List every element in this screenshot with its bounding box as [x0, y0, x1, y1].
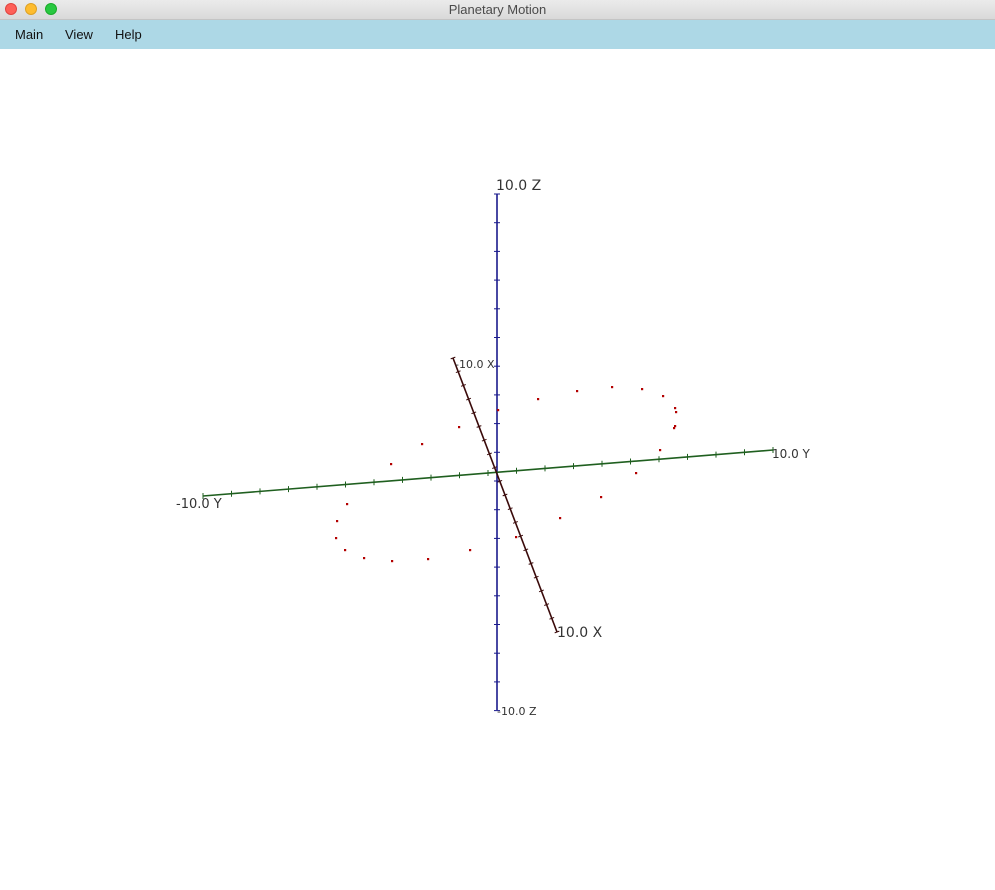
- orbit-point: [421, 443, 424, 446]
- z-pos-label: 10.0 Z: [496, 178, 541, 194]
- x-axis-tick: [486, 452, 492, 456]
- orbit-point: [675, 411, 678, 414]
- y-neg-label: -10.0 Y: [176, 497, 222, 512]
- x-axis-tick: [512, 521, 518, 524]
- orbit-point: [336, 520, 339, 523]
- menu-bar: Main View Help: [0, 20, 995, 49]
- z-neg-label: -10.0 Z: [497, 705, 537, 718]
- orbit-point: [559, 517, 562, 520]
- orbit-trail: [335, 386, 678, 563]
- close-window-button[interactable]: [5, 3, 17, 15]
- orbit-point: [600, 496, 603, 499]
- 3d-scene-canvas[interactable]: 10.0 Z -10.0 Z 10.0 Y -10.0 Y 10.0 X -10…: [0, 49, 995, 885]
- x-axis-tick: [502, 493, 508, 497]
- x-axis-tick: [492, 466, 498, 469]
- orbit-point: [662, 395, 665, 398]
- menu-help[interactable]: Help: [115, 27, 142, 42]
- x-axis-ticks: [450, 356, 560, 634]
- orbit-point: [674, 425, 677, 428]
- x-pos-label: 10.0 X: [557, 625, 603, 641]
- maximize-window-button[interactable]: [45, 3, 57, 15]
- orbit-point: [659, 449, 662, 452]
- orbit-point: [391, 560, 394, 563]
- orbit-point: [335, 537, 338, 540]
- y-pos-label: 10.0 Y: [772, 447, 811, 461]
- y-axis-ticks: [202, 447, 774, 499]
- orbit-point: [673, 427, 676, 430]
- orbit-point: [576, 390, 579, 393]
- window-titlebar: Planetary Motion: [0, 0, 995, 20]
- x-axis-tick: [533, 575, 539, 579]
- x-axis-tick: [523, 548, 529, 552]
- orbit-point: [458, 426, 461, 429]
- orbit-point: [363, 557, 366, 560]
- orbit-point: [641, 388, 644, 391]
- menu-view[interactable]: View: [65, 27, 93, 42]
- minimize-window-button[interactable]: [25, 3, 37, 15]
- orbit-point: [515, 536, 518, 539]
- x-axis-tick: [476, 425, 482, 428]
- orbit-point: [469, 549, 472, 552]
- x-axis-tick: [450, 356, 456, 360]
- orbit-point: [390, 463, 393, 466]
- x-axis-tick: [507, 507, 513, 511]
- x-neg-label: -10.0 X: [455, 358, 495, 371]
- x-axis-tick: [528, 562, 534, 565]
- orbit-point: [346, 503, 349, 506]
- x-axis-tick: [471, 411, 477, 415]
- x-axis-tick: [554, 630, 560, 634]
- z-axis-ticks: [494, 193, 500, 712]
- x-axis-tick: [544, 603, 550, 606]
- orbit-point: [635, 472, 638, 475]
- x-axis-tick: [518, 534, 524, 538]
- orbit-point: [427, 558, 430, 561]
- x-axis-tick: [481, 438, 487, 442]
- orbit-point: [537, 398, 540, 401]
- orbit-point: [344, 549, 347, 552]
- x-axis-tick: [549, 616, 555, 620]
- orbit-point: [611, 386, 614, 389]
- x-axis-tick: [466, 397, 472, 401]
- window-title: Planetary Motion: [448, 2, 547, 17]
- orbit-point: [674, 407, 677, 410]
- x-axis-tick: [538, 589, 544, 593]
- x-axis-tick: [460, 384, 466, 387]
- orbit-point: [497, 409, 500, 412]
- x-axis-tick: [455, 370, 461, 374]
- scene-svg: 10.0 Z -10.0 Z 10.0 Y -10.0 Y 10.0 X -10…: [176, 178, 811, 718]
- menu-main[interactable]: Main: [15, 27, 44, 42]
- x-axis-tick: [497, 479, 503, 483]
